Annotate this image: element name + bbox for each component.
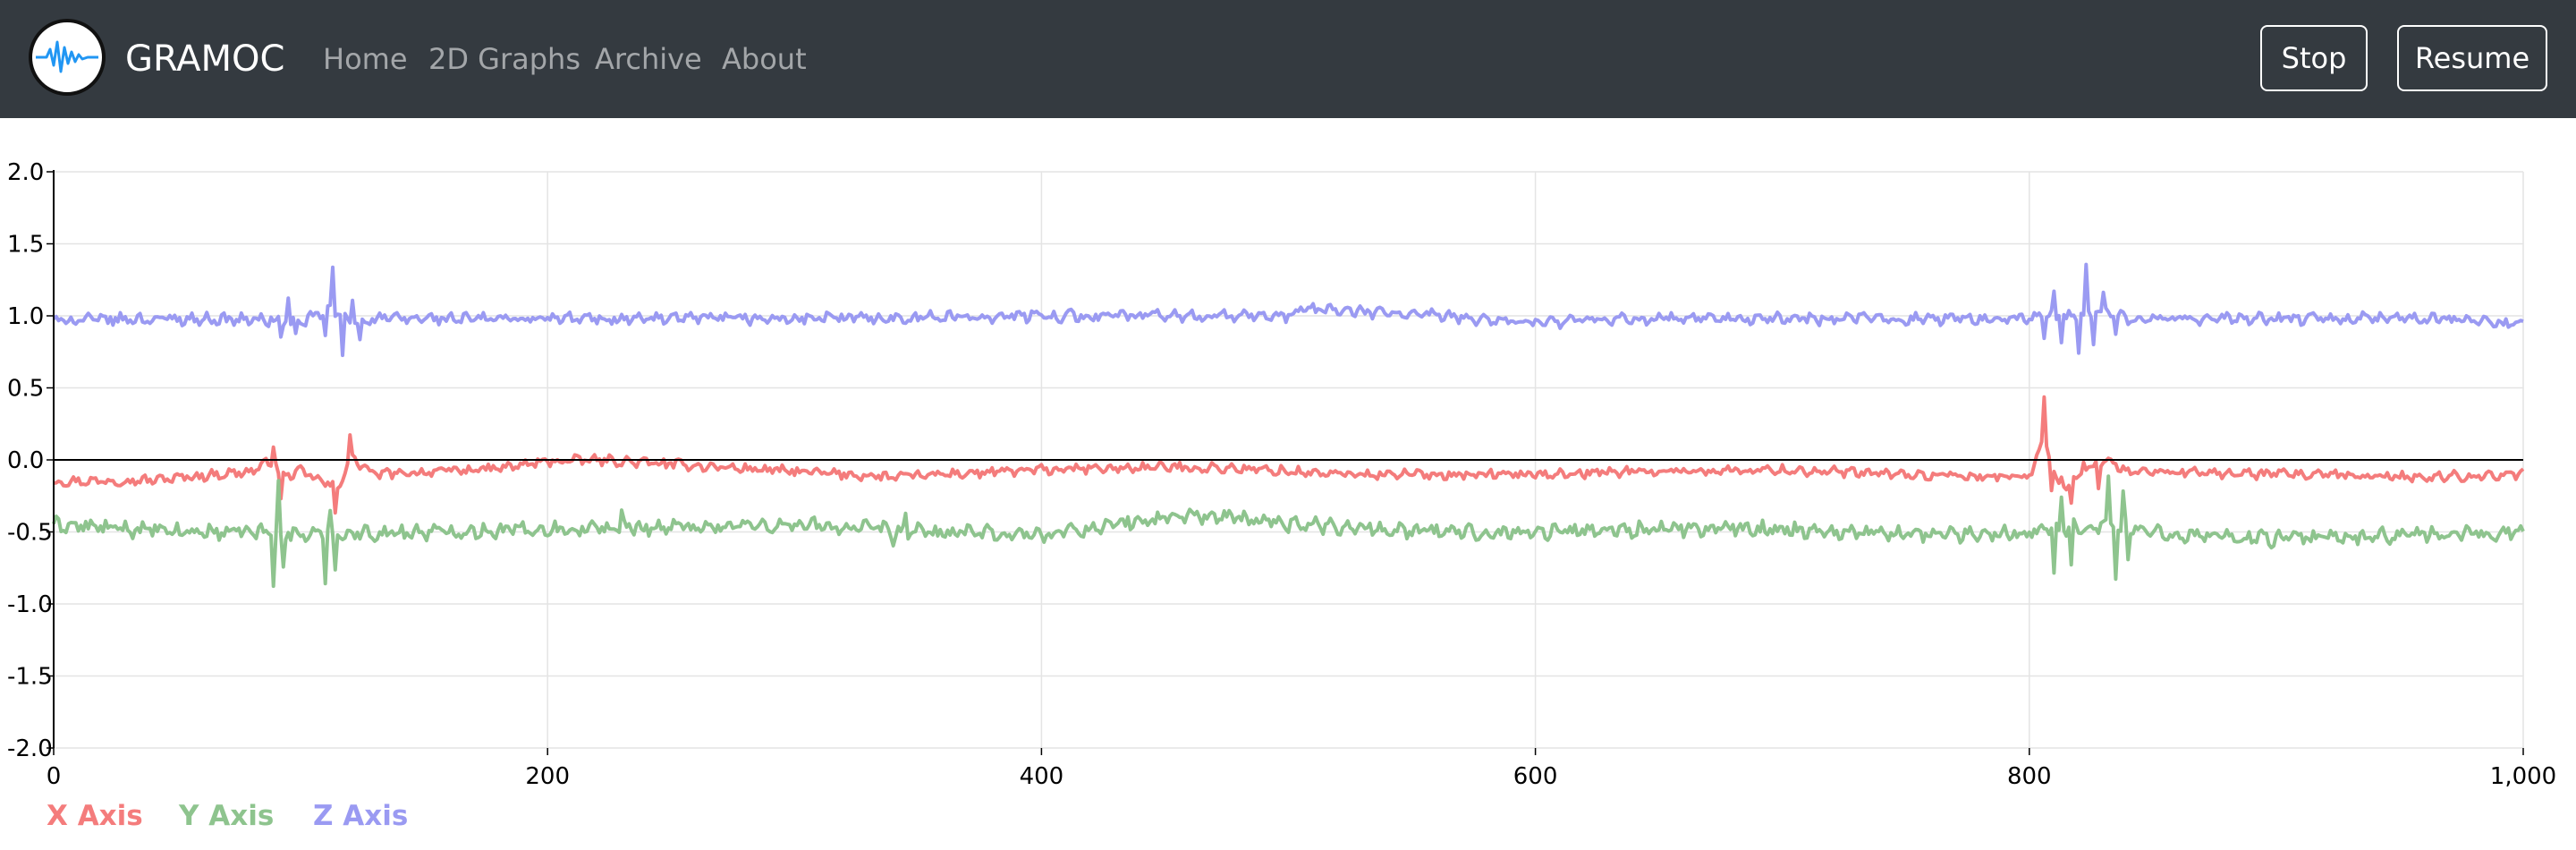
resume-button[interactable]: Resume	[2397, 25, 2547, 91]
x-tick-label: 800	[2007, 763, 2052, 790]
y-tick-label: 1.0	[7, 303, 44, 330]
x-tick-label: 0	[47, 763, 62, 790]
y-tick-label: -2.0	[7, 735, 53, 762]
x-tick-label: 1,000	[2490, 763, 2556, 790]
series-line-x-axis	[53, 395, 2525, 515]
waveform-icon	[36, 40, 98, 73]
axes	[47, 170, 2524, 755]
y-tick-label: 2.0	[7, 159, 44, 186]
y-tick-label: -0.5	[7, 520, 53, 547]
navbar: GRAMOC Home 2D Graphs Archive About Stop…	[0, 0, 2576, 118]
y-tick-label: 0.5	[7, 376, 44, 403]
y-tick-label: 0.0	[7, 447, 44, 474]
x-tick-label: 200	[525, 763, 570, 790]
x-tick-label: 400	[1020, 763, 1064, 790]
x-tick-label: 600	[1513, 763, 1558, 790]
legend-item-y-axis[interactable]: Y Axis	[178, 800, 274, 832]
legend-item-x-axis[interactable]: X Axis	[47, 800, 143, 832]
brand-name[interactable]: GRAMOC	[125, 38, 285, 80]
y-tick-label: -1.5	[7, 664, 53, 691]
nav-link-2d-graphs[interactable]: 2D Graphs	[428, 42, 580, 76]
nav-link-about[interactable]: About	[722, 42, 807, 76]
legend-item-z-axis[interactable]: Z Axis	[313, 800, 408, 832]
y-tick-label: -1.0	[7, 591, 53, 618]
y-tick-label: 1.5	[7, 232, 44, 259]
nav-link-home[interactable]: Home	[323, 42, 408, 76]
stop-button[interactable]: Stop	[2260, 25, 2368, 91]
line-chart: 2.0 1.5 1.0 0.5 0.0 -0.5 -1.0 -1.5 -2.00 200 400 60…	[7, 159, 2556, 832]
tick-labels: 2.0 1.5 1.0 0.5 0.0 -0.5 -1.0 -1.5 -2.00 200 400 60…	[7, 159, 2556, 790]
nav-link-archive[interactable]: Archive	[595, 42, 702, 76]
logo[interactable]	[29, 19, 106, 96]
series-line-z-axis	[52, 262, 2524, 358]
legend: X Axis Y Axis Z Axis	[47, 800, 408, 832]
series-line-y-axis	[52, 474, 2525, 589]
series-layer	[52, 262, 2525, 589]
